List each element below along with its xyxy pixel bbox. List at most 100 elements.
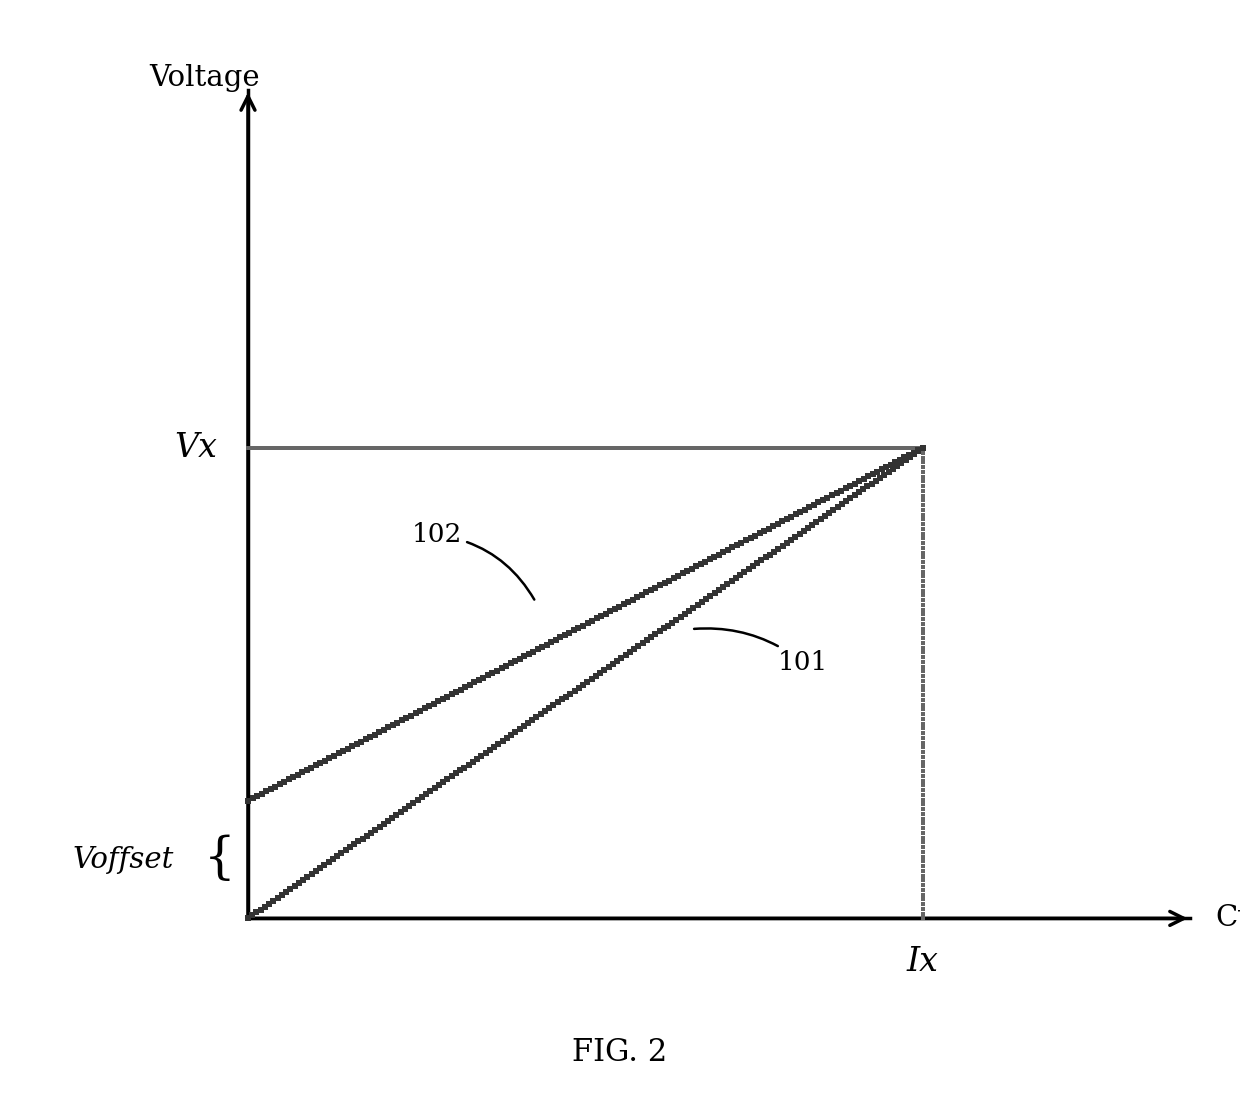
Point [637, 632, 657, 650]
Point [496, 656, 516, 674]
Point [288, 439, 308, 457]
Point [799, 519, 818, 536]
Point [347, 735, 367, 753]
Point [578, 614, 598, 632]
Point [913, 501, 932, 519]
Point [913, 886, 932, 904]
Point [796, 439, 816, 457]
Point [362, 439, 382, 457]
Point [913, 838, 932, 856]
Point [589, 439, 609, 457]
Point [451, 681, 471, 699]
Point [600, 439, 620, 457]
Point [404, 439, 424, 457]
Point [837, 439, 857, 457]
Point [370, 439, 389, 457]
Point [441, 439, 461, 457]
Point [275, 439, 295, 457]
Point [587, 666, 606, 684]
Point [624, 641, 644, 659]
Point [445, 439, 465, 457]
Point [913, 624, 932, 642]
Point [343, 439, 363, 457]
Point [730, 567, 750, 585]
Point [853, 480, 873, 498]
Point [554, 439, 574, 457]
Point [599, 657, 619, 675]
Point [532, 638, 552, 656]
Point [582, 439, 601, 457]
Point [573, 617, 593, 635]
Point [327, 848, 347, 866]
Point [397, 709, 417, 727]
Point [582, 612, 601, 629]
Point [543, 697, 563, 715]
Point [405, 704, 425, 722]
Point [913, 619, 932, 637]
Point [595, 605, 615, 623]
Point [650, 577, 670, 595]
Point [913, 710, 932, 728]
Point [460, 675, 480, 693]
Point [880, 456, 900, 474]
Point [315, 856, 335, 874]
Point [913, 591, 932, 609]
Point [913, 444, 932, 461]
Point [811, 439, 831, 457]
Point [306, 439, 326, 457]
Point [660, 571, 680, 589]
Point [792, 439, 812, 457]
Point [811, 510, 831, 528]
Point [913, 862, 932, 880]
Point [828, 498, 848, 516]
Point [501, 654, 521, 672]
Point [913, 843, 932, 861]
Text: FIG. 2: FIG. 2 [573, 1037, 667, 1068]
Point [289, 874, 309, 892]
Point [913, 600, 932, 618]
Point [556, 626, 575, 644]
Point [746, 439, 766, 457]
Point [291, 439, 311, 457]
Point [301, 758, 321, 776]
Point [750, 524, 770, 542]
Point [465, 673, 485, 691]
Point [324, 747, 343, 765]
Point [701, 587, 720, 605]
Point [268, 439, 288, 457]
Point [649, 439, 668, 457]
Point [913, 776, 932, 794]
Point [591, 607, 611, 625]
Point [823, 501, 843, 519]
Point [913, 672, 932, 690]
Point [358, 439, 378, 457]
Point [740, 529, 760, 547]
Point [755, 549, 775, 567]
Point [260, 439, 280, 457]
Point [569, 439, 589, 457]
Point [698, 439, 718, 457]
Point [502, 439, 522, 457]
Point [551, 628, 570, 646]
Point [909, 439, 929, 457]
Point [815, 439, 835, 457]
Point [629, 637, 649, 655]
Point [479, 666, 498, 684]
Point [913, 662, 932, 680]
Point [441, 767, 461, 785]
Point [913, 829, 932, 847]
Point [913, 772, 932, 790]
Point [901, 439, 921, 457]
Point [854, 469, 874, 487]
Point [455, 679, 475, 697]
Point [389, 439, 409, 457]
Point [547, 439, 567, 457]
Point [848, 439, 868, 457]
Point [827, 484, 847, 502]
Point [709, 545, 729, 563]
Point [306, 756, 326, 774]
Point [913, 810, 932, 828]
Point [913, 762, 932, 780]
Point [913, 511, 932, 529]
Point [734, 563, 754, 581]
